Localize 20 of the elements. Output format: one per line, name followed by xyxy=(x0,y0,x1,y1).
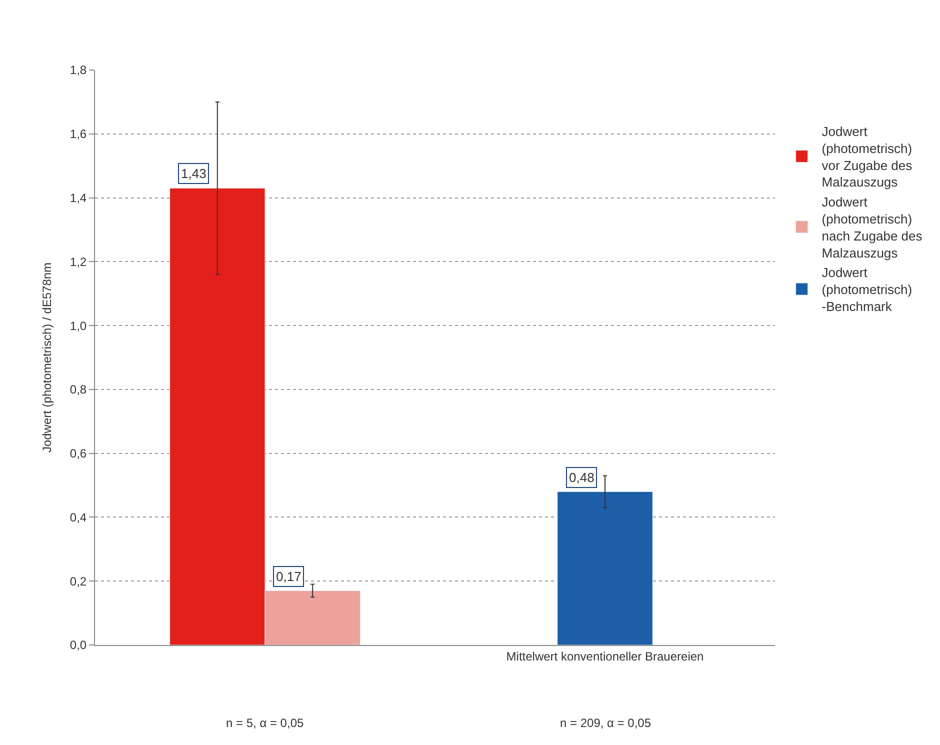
y-tick-label: 1,2 xyxy=(70,254,87,269)
data-label: 1,43 xyxy=(181,166,206,181)
y-tick-label: 1,0 xyxy=(70,318,87,333)
y-tick-label: 1,4 xyxy=(70,190,87,205)
data-label: 0,48 xyxy=(569,470,594,485)
legend-label: Jodwert (photometrisch) -Benchmark xyxy=(822,265,912,314)
y-tick-label: 1,6 xyxy=(70,127,87,142)
text: n = 209, α = 0,05 xyxy=(560,716,652,730)
data-label: 0,17 xyxy=(276,569,302,584)
y-tick-label: 1,8 xyxy=(70,63,87,78)
y-tick-label: 0,0 xyxy=(70,638,87,652)
y-tick-label: 0,8 xyxy=(70,382,87,397)
x-tick-label: Mittelwert konventioneller Brauereien xyxy=(506,649,704,664)
text: n = 5, α = 0,05 xyxy=(226,716,304,730)
y-tick-label: 0,4 xyxy=(70,510,87,524)
legend-label: Jodwert (photometrisch) vor Zugabe des Malzauszugs xyxy=(822,124,913,190)
y-tick-label: 0,2 xyxy=(70,574,87,588)
legend-label: Jodwert (photometrisch) nach Zugabe des Malzauszugs xyxy=(822,194,923,260)
y-axis-title: Jodwert (photometrisch) / dE578nm xyxy=(40,262,54,453)
y-tick-label: 0,6 xyxy=(70,446,87,461)
